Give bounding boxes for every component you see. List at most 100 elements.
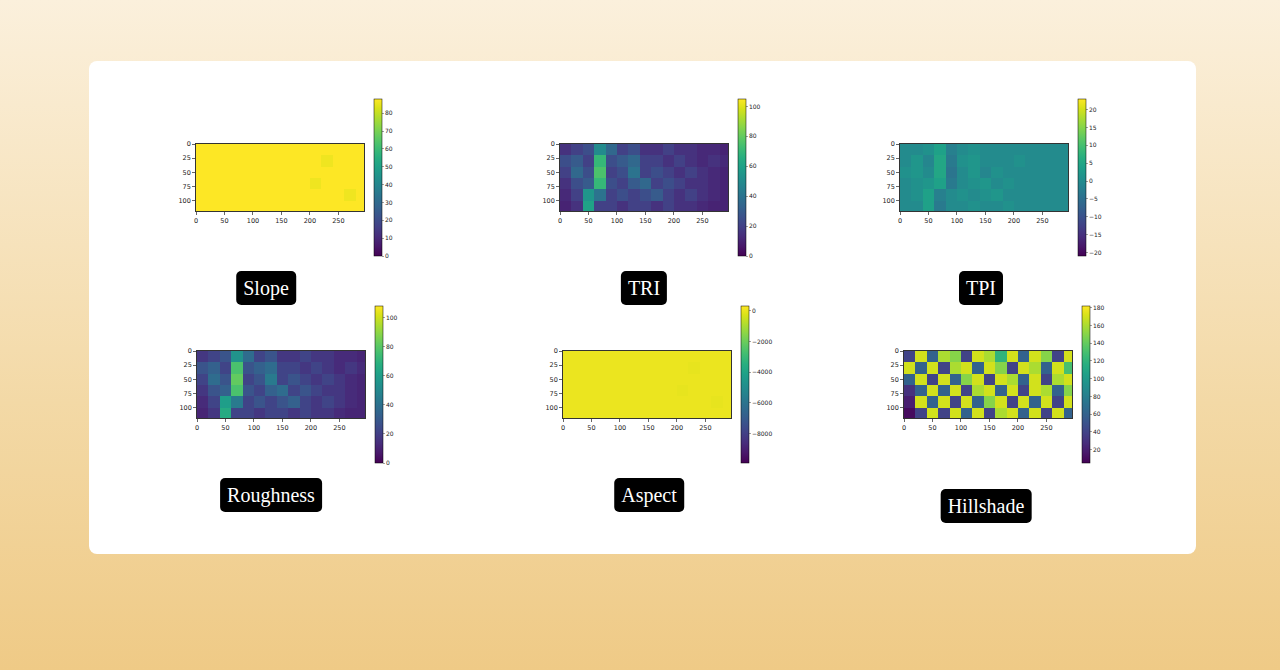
svg-text:100: 100 [611, 217, 623, 225]
svg-text:60: 60 [1093, 410, 1101, 417]
svg-text:150: 150 [639, 217, 651, 225]
svg-text:200: 200 [1008, 217, 1020, 225]
svg-text:60: 60 [385, 145, 393, 152]
svg-text:50: 50 [587, 424, 595, 432]
svg-text:−15: −15 [1089, 231, 1102, 238]
svg-text:250: 250 [1036, 217, 1048, 225]
svg-text:−2000: −2000 [752, 338, 772, 345]
svg-text:40: 40 [749, 192, 757, 199]
svg-text:0: 0 [1089, 177, 1093, 184]
svg-text:100: 100 [178, 197, 190, 205]
svg-text:25: 25 [887, 154, 895, 162]
svg-text:0: 0 [195, 424, 199, 432]
svg-text:20: 20 [386, 430, 394, 437]
svg-text:20: 20 [749, 222, 757, 229]
svg-text:150: 150 [276, 424, 288, 432]
svg-text:50: 50 [887, 169, 895, 177]
svg-text:50: 50 [220, 217, 228, 225]
svg-text:100: 100 [749, 103, 761, 110]
svg-text:0: 0 [558, 217, 562, 225]
svg-text:10: 10 [385, 234, 393, 241]
svg-text:100: 100 [882, 197, 894, 205]
svg-text:200: 200 [304, 217, 316, 225]
svg-text:5: 5 [1089, 159, 1093, 166]
svg-text:200: 200 [305, 424, 317, 432]
svg-text:50: 50 [385, 163, 393, 170]
svg-text:160: 160 [1093, 322, 1105, 329]
svg-text:20: 20 [1093, 446, 1101, 453]
svg-text:0: 0 [898, 217, 902, 225]
svg-text:30: 30 [385, 199, 393, 206]
svg-text:75: 75 [887, 183, 895, 191]
svg-text:20: 20 [385, 216, 393, 223]
svg-text:0: 0 [752, 307, 756, 314]
svg-text:40: 40 [385, 181, 393, 188]
svg-text:0: 0 [749, 252, 753, 259]
svg-text:50: 50 [183, 169, 191, 177]
svg-text:100: 100 [247, 217, 259, 225]
svg-text:200: 200 [671, 424, 683, 432]
svg-text:100: 100 [542, 197, 554, 205]
svg-text:−4000: −4000 [752, 368, 772, 375]
svg-text:140: 140 [1093, 339, 1105, 346]
svg-text:200: 200 [668, 217, 680, 225]
svg-text:0: 0 [385, 252, 389, 259]
svg-text:50: 50 [184, 376, 192, 384]
svg-text:25: 25 [183, 154, 191, 162]
svg-text:50: 50 [584, 217, 592, 225]
svg-text:75: 75 [550, 390, 558, 398]
svg-text:60: 60 [386, 372, 394, 379]
svg-text:100: 100 [545, 404, 557, 412]
svg-text:100: 100 [886, 404, 898, 412]
svg-text:100: 100 [1093, 375, 1105, 382]
svg-text:0: 0 [551, 140, 555, 148]
svg-text:80: 80 [749, 132, 757, 139]
svg-text:250: 250 [332, 217, 344, 225]
svg-text:100: 100 [248, 424, 260, 432]
svg-text:40: 40 [386, 401, 394, 408]
svg-text:100: 100 [955, 424, 967, 432]
svg-text:80: 80 [385, 109, 393, 116]
svg-text:50: 50 [221, 424, 229, 432]
svg-text:80: 80 [386, 343, 394, 350]
svg-text:−6000: −6000 [752, 399, 772, 406]
svg-text:10: 10 [1089, 141, 1097, 148]
svg-text:150: 150 [983, 424, 995, 432]
svg-text:0: 0 [554, 347, 558, 355]
svg-text:−20: −20 [1089, 249, 1102, 256]
svg-text:25: 25 [891, 361, 899, 369]
svg-text:0: 0 [902, 424, 906, 432]
svg-text:75: 75 [183, 183, 191, 191]
svg-text:120: 120 [1093, 357, 1105, 364]
svg-text:0: 0 [895, 347, 899, 355]
svg-text:250: 250 [696, 217, 708, 225]
svg-text:75: 75 [184, 390, 192, 398]
svg-text:−5: −5 [1089, 195, 1098, 202]
svg-text:0: 0 [188, 347, 192, 355]
svg-text:0: 0 [561, 424, 565, 432]
svg-text:20: 20 [1089, 106, 1097, 113]
svg-text:150: 150 [979, 217, 991, 225]
svg-text:200: 200 [1012, 424, 1024, 432]
svg-text:50: 50 [550, 376, 558, 384]
svg-text:70: 70 [385, 127, 393, 134]
svg-text:180: 180 [1093, 304, 1105, 311]
svg-text:250: 250 [1040, 424, 1052, 432]
svg-text:100: 100 [386, 314, 398, 321]
svg-text:0: 0 [194, 217, 198, 225]
svg-text:250: 250 [333, 424, 345, 432]
svg-text:25: 25 [550, 361, 558, 369]
svg-text:25: 25 [184, 361, 192, 369]
svg-text:100: 100 [951, 217, 963, 225]
svg-text:60: 60 [749, 162, 757, 169]
svg-text:50: 50 [924, 217, 932, 225]
svg-text:75: 75 [547, 183, 555, 191]
svg-text:50: 50 [891, 376, 899, 384]
svg-text:0: 0 [386, 459, 390, 466]
svg-text:50: 50 [547, 169, 555, 177]
svg-text:80: 80 [1093, 393, 1101, 400]
svg-text:15: 15 [1089, 124, 1097, 131]
svg-text:50: 50 [928, 424, 936, 432]
svg-text:100: 100 [614, 424, 626, 432]
svg-text:0: 0 [891, 140, 895, 148]
